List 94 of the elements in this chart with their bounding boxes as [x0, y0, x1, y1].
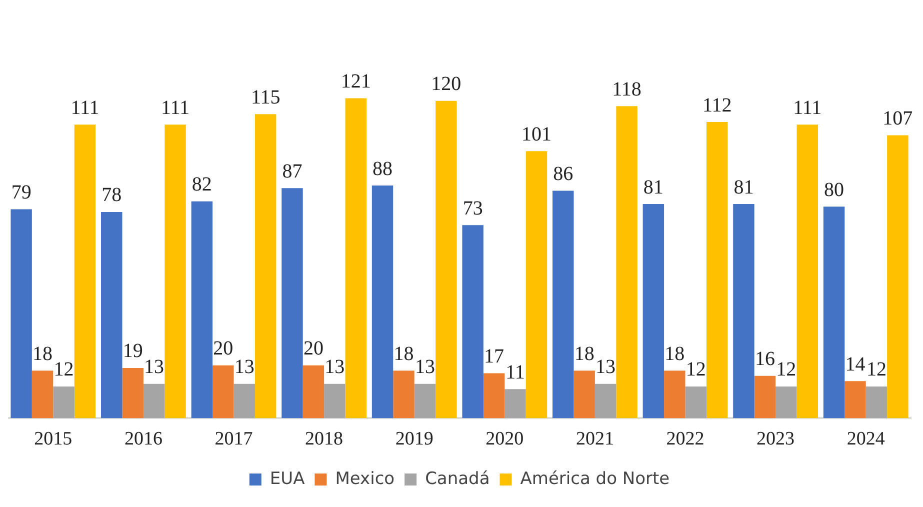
legend-label: América do Norte [520, 468, 670, 489]
data-label: 118 [612, 78, 642, 100]
data-label: 81 [643, 176, 664, 198]
bar [844, 381, 866, 418]
data-label: 18 [574, 342, 594, 365]
bar [234, 384, 255, 418]
bar [887, 135, 908, 418]
data-label: 81 [734, 176, 754, 198]
bar [733, 204, 754, 418]
bar [866, 386, 888, 418]
x-tick-label: 2015 [34, 428, 72, 450]
x-tick-label: 2023 [756, 428, 795, 450]
x-tick-label: 2019 [395, 428, 434, 450]
bar [122, 368, 144, 418]
bar [776, 386, 797, 418]
bar [685, 386, 706, 418]
data-label: 20 [213, 338, 234, 360]
legend-label: EUA [270, 468, 306, 489]
bar [191, 201, 213, 418]
data-label: 82 [192, 174, 212, 196]
data-label: 111 [161, 96, 190, 119]
data-label: 73 [462, 197, 483, 220]
x-tick-label: 2022 [666, 428, 704, 450]
data-label: 16 [754, 348, 775, 370]
x-tick-label: 2017 [214, 428, 253, 450]
data-label: 80 [824, 178, 844, 201]
x-tick-label: 2024 [846, 428, 886, 450]
bar [462, 225, 484, 418]
bar [483, 373, 505, 418]
bar [254, 114, 276, 418]
bar [10, 209, 32, 418]
data-label: 86 [553, 163, 574, 186]
data-label: 18 [394, 342, 414, 365]
bar [32, 370, 54, 418]
data-label: 115 [250, 86, 280, 108]
data-label: 20 [303, 338, 324, 360]
bar [74, 124, 96, 418]
x-tick-label: 2020 [486, 428, 524, 450]
data-label: 78 [102, 184, 122, 206]
data-label: 12 [776, 358, 796, 381]
bar [164, 124, 186, 418]
bar [53, 386, 74, 418]
data-label: 12 [866, 358, 886, 381]
data-label: 111 [70, 96, 100, 119]
bar [324, 384, 346, 418]
bar [574, 370, 595, 418]
bar [754, 376, 776, 418]
bar [302, 365, 324, 418]
bar [664, 370, 686, 418]
data-label: 88 [372, 158, 393, 180]
data-label: 13 [144, 356, 164, 378]
data-label: 79 [11, 182, 32, 204]
data-label: 13 [596, 356, 616, 378]
data-label: 13 [324, 356, 345, 378]
data-label: 87 [282, 160, 302, 182]
x-tick-label: 2016 [124, 428, 162, 450]
bar [594, 384, 616, 418]
data-label: 17 [484, 345, 504, 368]
data-label: 101 [521, 123, 552, 146]
x-tick-label: 2018 [305, 428, 344, 450]
bar [282, 188, 303, 418]
bar [345, 98, 366, 418]
data-label: 107 [882, 108, 913, 130]
data-label: 120 [431, 73, 462, 96]
bar [706, 122, 728, 418]
bar [552, 190, 574, 418]
bar [823, 206, 845, 418]
bar [414, 384, 436, 418]
bar [796, 124, 818, 418]
bar [526, 151, 548, 418]
bar [101, 212, 122, 418]
legend-label: Mexico [335, 468, 395, 489]
data-label: 11 [506, 361, 525, 384]
data-label: 19 [122, 340, 143, 362]
bar [642, 204, 664, 418]
legend-label: Canadá [425, 468, 490, 489]
data-label: 18 [32, 342, 53, 365]
data-label: 13 [414, 356, 435, 378]
data-label: 14 [845, 353, 866, 376]
bar [436, 100, 457, 418]
data-label: 112 [702, 94, 732, 116]
bar [393, 370, 414, 418]
bar [212, 365, 234, 418]
data-label: 12 [54, 358, 74, 381]
bar [616, 106, 638, 418]
bar [143, 384, 165, 418]
data-label: 12 [686, 358, 706, 381]
bar [372, 186, 394, 418]
data-label: 111 [793, 96, 822, 119]
data-label: 18 [664, 342, 685, 365]
data-label: 121 [340, 70, 371, 92]
data-label: 13 [234, 356, 254, 378]
bar [504, 389, 526, 418]
x-tick-label: 2021 [576, 428, 614, 450]
